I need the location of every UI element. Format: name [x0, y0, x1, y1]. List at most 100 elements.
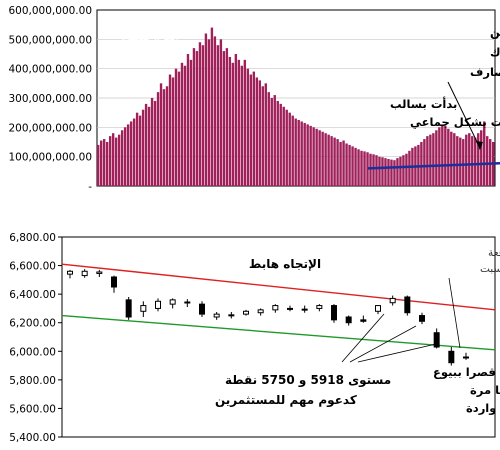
candle-body — [257, 309, 264, 314]
candle — [140, 301, 147, 317]
volume-bar — [222, 51, 226, 186]
volume-bar — [192, 48, 196, 187]
volume-bar — [384, 158, 387, 186]
volume-bar — [354, 147, 357, 186]
volume-bar — [201, 45, 205, 187]
candle — [169, 298, 176, 309]
volume-bar — [330, 136, 333, 186]
volume-bar — [276, 100, 279, 186]
volume-annotation-weak-momentum: العزم ضعيف — [121, 30, 178, 43]
index-annotation-line: ضعيفة واحتمالية زيارتها مرة — [470, 383, 500, 398]
volume-bar — [147, 106, 151, 186]
volume-bar — [474, 137, 477, 186]
volume-bar — [309, 125, 312, 186]
volume-bar — [150, 98, 154, 186]
volume-bar — [465, 134, 468, 186]
candle — [433, 328, 440, 349]
index-y-tick-label: 5,600.00 — [9, 403, 56, 415]
volume-bar — [333, 137, 336, 186]
volume-bar — [318, 130, 321, 186]
volume-bar — [360, 150, 363, 186]
volume-bar — [315, 128, 318, 186]
volume-annotation-started: بدأت بسالب وأنتهت بشكل جماعي — [390, 96, 500, 130]
volume-bar — [108, 136, 112, 186]
candle — [301, 305, 308, 313]
candle — [419, 312, 425, 325]
volume-bar — [327, 134, 330, 186]
volume-bar — [399, 156, 402, 186]
volume-annotation-arrowhead — [476, 141, 483, 150]
volume-bar — [348, 144, 351, 186]
volume-bar — [438, 127, 441, 186]
volume-bar — [126, 124, 130, 186]
candle-body — [448, 350, 455, 364]
volume-bar — [375, 155, 378, 186]
candle — [404, 295, 411, 316]
candle-body — [301, 308, 308, 311]
index-annotation-downtrend: الإتجاه هابط — [249, 257, 321, 271]
candle-body — [272, 305, 279, 311]
volume-bar — [480, 130, 483, 186]
candle-body — [375, 305, 381, 312]
volume-bar — [453, 133, 456, 186]
volume-bar — [273, 95, 276, 186]
index-chart: 6,800.00 6,600.00 6,400.00 6,200.00 6,000.00… — [9, 232, 500, 444]
volume-bar — [408, 150, 411, 186]
volume-bar — [204, 33, 208, 186]
volume-bar — [369, 153, 372, 186]
volume-bar — [324, 133, 327, 186]
candle-body — [316, 305, 323, 309]
candle — [331, 304, 337, 323]
volume-bar — [390, 159, 393, 186]
volume-bar — [156, 92, 160, 186]
candle — [184, 299, 191, 307]
support-line — [61, 314, 496, 351]
break-arrow — [349, 325, 417, 363]
candle-body — [345, 316, 352, 324]
volume-bar — [483, 121, 486, 186]
index-y-tick-label: 6,400.00 — [9, 289, 56, 301]
index-annotation-line: كسر للدعوم قصرا ببيوع — [433, 365, 500, 380]
volume-bar — [162, 89, 166, 186]
volume-bar — [345, 143, 348, 186]
volume-bar — [258, 80, 261, 186]
volume-bar — [282, 106, 285, 186]
volume-bar — [285, 109, 288, 186]
volume-bar — [336, 139, 339, 186]
candle-body — [228, 314, 235, 317]
volume-bar — [180, 62, 184, 186]
volume-bar — [402, 155, 405, 186]
volume-bar — [231, 62, 235, 186]
volume-bar — [252, 71, 256, 186]
volume-bar — [234, 54, 238, 186]
volume-bar — [207, 39, 211, 187]
index-candles — [67, 269, 469, 366]
volume-bar — [240, 65, 244, 186]
volume-annotation-volumes: أحجام التداول ترتفع مع هبوط السوق لكن دو… — [470, 24, 500, 79]
candle-body — [419, 315, 425, 322]
volume-bar — [339, 142, 342, 186]
volume-bar — [459, 137, 462, 186]
volume-bar — [351, 146, 354, 186]
volume-bar — [117, 134, 121, 186]
candle-body — [140, 305, 147, 312]
volume-y-tick-label: 100,000,000.00 — [9, 152, 93, 164]
volume-bar — [357, 149, 360, 186]
volume-annotation-line: وأنتهت بشكل جماعي — [410, 114, 500, 130]
volume-bar — [378, 156, 381, 186]
candle — [272, 304, 279, 313]
volume-bar — [405, 153, 408, 186]
volume-bar — [381, 157, 384, 186]
volume-bar — [183, 65, 187, 186]
candle-body — [463, 356, 469, 359]
volume-bar — [444, 125, 447, 186]
volume-y-tick-label: 600,000,000.00 — [9, 5, 93, 17]
volume-bar — [312, 127, 315, 186]
volume-bar — [97, 144, 100, 186]
volume-y-tick-label: 300,000,000.00 — [9, 93, 93, 105]
volume-bar — [441, 124, 444, 186]
volume-bar — [144, 103, 148, 186]
volume-bar — [135, 112, 139, 186]
candle — [375, 305, 381, 315]
candle-body — [389, 297, 396, 304]
